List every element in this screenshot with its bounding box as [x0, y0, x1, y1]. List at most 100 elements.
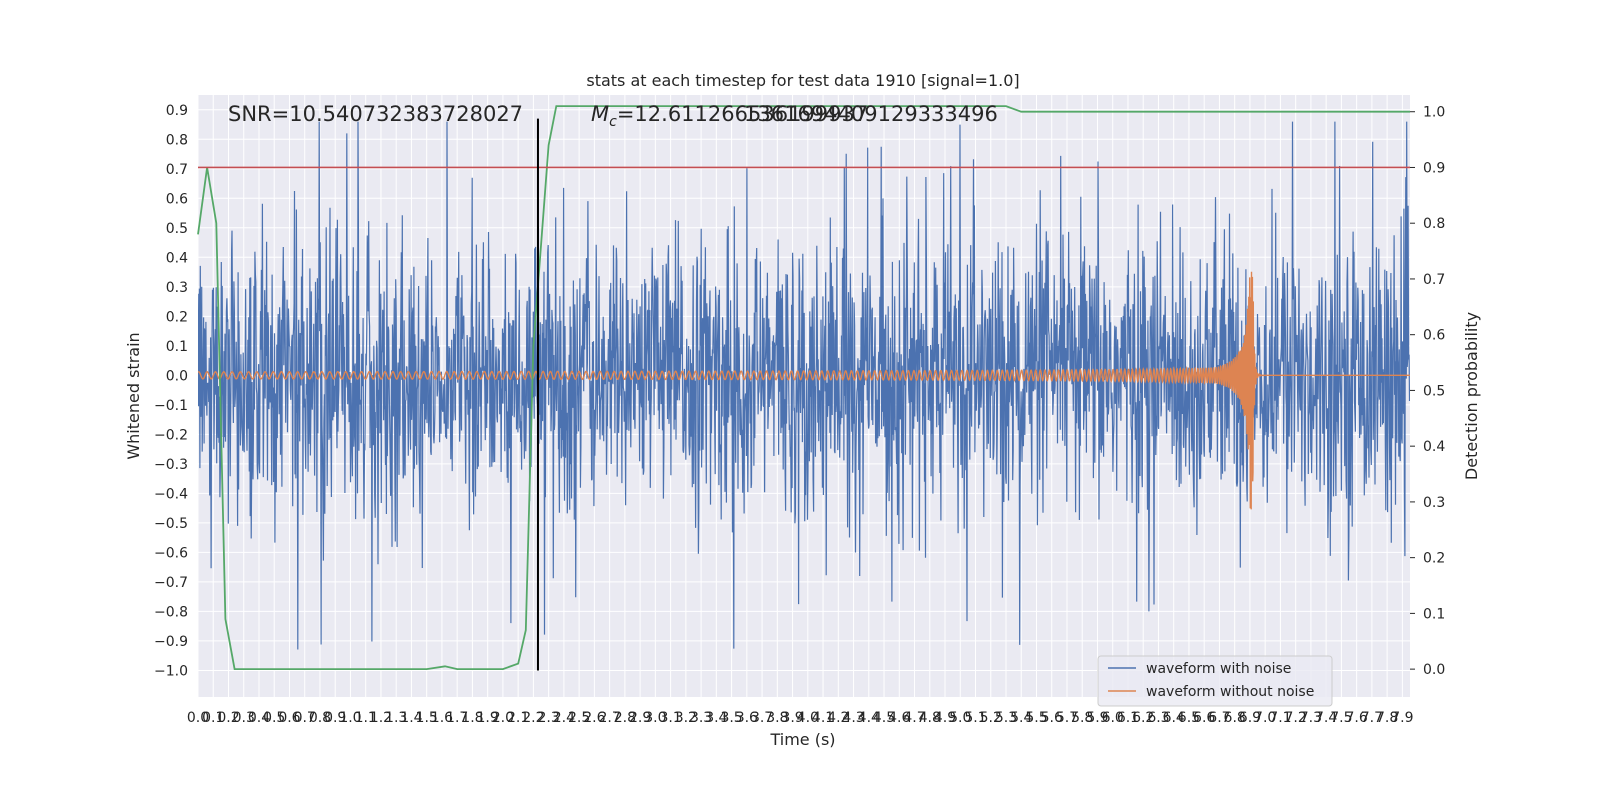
y-tick-label: −0.5 [154, 516, 188, 532]
x-tick-label: 1.1 [355, 710, 377, 726]
x-tick-label: 2.4 [553, 710, 575, 726]
x-tick-label: 4.6 [888, 710, 910, 726]
y-tick-label: 0.7 [166, 162, 188, 178]
x-tick-label: 4.5 [873, 710, 895, 726]
x-tick-label: 6.9 [1239, 710, 1261, 726]
mc-annotation: Mc=12.611266536199937 [591, 102, 868, 130]
legend: waveform with noise waveform without noi… [1097, 655, 1333, 707]
probability-line [197, 105, 1410, 670]
y-tick-label: 0.1 [166, 339, 188, 355]
x-tick-label: 5.3 [995, 710, 1017, 726]
x-tick-label: 6.1 [1117, 710, 1139, 726]
x-tick-label: 4.1 [812, 710, 834, 726]
x-tick-label: 6.6 [1193, 710, 1215, 726]
x-tick-label: 0.2 [217, 710, 239, 726]
mc-subscript: c [609, 114, 617, 130]
y-tick-label: 0.2 [166, 309, 188, 325]
x-tick-label: 5.5 [1025, 710, 1047, 726]
x-tick-label: 0.7 [294, 710, 316, 726]
x-tick-label: 5.6 [1041, 710, 1063, 726]
x-tick-label: 6.0 [1102, 710, 1124, 726]
x-tick-label: 0.8 [309, 710, 331, 726]
y-tick-label: −0.4 [154, 486, 188, 502]
x-tick-label: 5.0 [949, 710, 971, 726]
x-tick-label: 7.3 [1300, 710, 1322, 726]
x-tick-label: 0.5 [263, 710, 285, 726]
x-tick-label: 0.4 [248, 710, 270, 726]
legend-label-clean: waveform without noise [1146, 684, 1314, 700]
y-tick-label: 0.8 [166, 132, 188, 148]
x-tick-label: 5.8 [1071, 710, 1093, 726]
x-tick-label: 0.6 [278, 710, 300, 726]
x-tick-label: 5.1 [964, 710, 986, 726]
x-tick-label: 4.2 [827, 710, 849, 726]
x-tick-label: 7.0 [1254, 710, 1276, 726]
x-tick-label: 3.2 [675, 710, 697, 726]
x-tick-label: 4.9 [934, 710, 956, 726]
x-tick-label: 2.8 [614, 710, 636, 726]
y-tick-label: −0.3 [154, 457, 188, 473]
y2-tick-label: 0.9 [1423, 160, 1445, 176]
x-tick-label: 2.3 [538, 710, 560, 726]
x-tick-label: 2.5 [568, 710, 590, 726]
x-tick-label: 0.3 [233, 710, 255, 726]
y-tick-label: −1.0 [154, 663, 188, 679]
x-tick-label: 7.6 [1346, 710, 1368, 726]
y-tick-label: 0.5 [166, 221, 188, 237]
y2-tick-label: 1.0 [1423, 105, 1445, 121]
x-tick-label: 2.7 [598, 710, 620, 726]
right-y-axis-label: Detection probability [1462, 312, 1481, 480]
x-tick-label: 3.8 [766, 710, 788, 726]
y-tick-label: 0.4 [166, 250, 188, 266]
series-detection-probability [197, 105, 1410, 670]
x-tick-label: 2.1 [507, 710, 529, 726]
snr-annotation: SNR=10.540732383728027 [228, 102, 523, 126]
x-tick-label: 5.4 [1010, 710, 1032, 726]
x-tick-label: 7.8 [1376, 710, 1398, 726]
x-tick-label: 0.9 [324, 710, 346, 726]
x-tick-label: 1.4 [400, 710, 422, 726]
series-waveform-with-noise [198, 121, 1410, 650]
x-tick-label: 4.7 [903, 710, 925, 726]
y2-tick-label: 0.7 [1423, 272, 1445, 288]
x-tick-label: 3.3 [690, 710, 712, 726]
y-tick-label: 0.9 [166, 103, 188, 119]
x-tick-label: 2.9 [629, 710, 651, 726]
x-tick-label: 2.2 [522, 710, 544, 726]
y2-tick-label: 0.0 [1423, 662, 1445, 678]
x-tick-label: 1.5 [416, 710, 438, 726]
x-tick-label: 6.7 [1208, 710, 1230, 726]
x-tick-label: 5.7 [1056, 710, 1078, 726]
y2-tick-label: 0.4 [1423, 439, 1445, 455]
x-tick-label: 1.7 [446, 710, 468, 726]
left-y-axis-ticks: 0.9 0.8 0.7 0.6 0.5 0.4 0.3 0.2 0.1 0.0 −0.1 −0.2 −0… [154, 103, 188, 680]
clean-line [198, 271, 1410, 510]
x-tick-label: 7.5 [1330, 710, 1352, 726]
y2-tick-label: 0.6 [1423, 328, 1445, 344]
series-waveform-without-noise [198, 271, 1410, 510]
x-tick-label: 1.9 [477, 710, 499, 726]
y-tick-label: −0.1 [154, 398, 188, 414]
y2-tick-label: 0.3 [1423, 495, 1445, 511]
x-tick-label: 3.0 [644, 710, 666, 726]
legend-label-noise: waveform with noise [1146, 661, 1291, 677]
y-tick-label: −0.9 [154, 634, 188, 650]
x-axis-ticks: 0.00.10.20.30.40.50.60.70.80.91.01.11.21… [187, 710, 1414, 726]
y2-tick-label: 0.8 [1423, 216, 1445, 232]
chart-title: stats at each timestep for test data 191… [586, 71, 1019, 90]
x-tick-label: 6.5 [1178, 710, 1200, 726]
y2-tick-label: 0.5 [1423, 383, 1445, 399]
noise-line [198, 121, 1410, 650]
x-tick-label: 7.9 [1391, 710, 1413, 726]
x-tick-label: 1.8 [461, 710, 483, 726]
x-tick-label: 3.1 [659, 710, 681, 726]
overlap-annotation: 1361694409129333496 [744, 102, 998, 126]
x-axis-label: Time (s) [769, 730, 835, 749]
x-tick-label: 1.3 [385, 710, 407, 726]
x-tick-label: 4.8 [919, 710, 941, 726]
x-tick-label: 2.6 [583, 710, 605, 726]
x-tick-label: 1.0 [339, 710, 361, 726]
x-tick-label: 3.7 [751, 710, 773, 726]
mc-value: =12.611266536199937 [617, 102, 868, 126]
